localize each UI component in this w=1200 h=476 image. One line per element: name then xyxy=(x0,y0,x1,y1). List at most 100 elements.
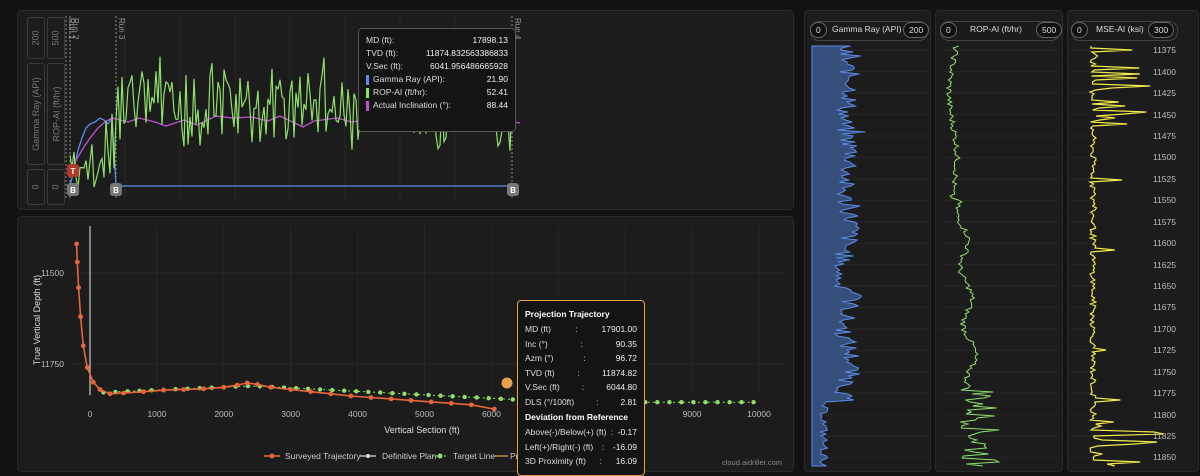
survey-point xyxy=(121,390,126,396)
rop-axis-max: 500 xyxy=(47,17,65,59)
survey-point xyxy=(97,387,103,392)
target-point xyxy=(305,386,311,391)
mse-track-min[interactable]: 0 xyxy=(1071,22,1088,38)
dev-lateral-value: -16.09 xyxy=(612,441,637,452)
md-value: 17898.13 xyxy=(472,35,508,45)
target-point xyxy=(751,400,756,405)
legend-plan[interactable]: Definitive Plan xyxy=(382,451,437,461)
depth-tick-label: 11850 xyxy=(1152,452,1176,463)
proj-azm-label: Azm (°) xyxy=(525,353,554,363)
depth-tick-label: 11775 xyxy=(1152,388,1176,399)
depth-tick-label: 11675 xyxy=(1152,302,1176,313)
mse-track-max[interactable]: 300 xyxy=(1148,22,1175,38)
survey-point xyxy=(84,365,90,370)
gamma-track-min[interactable]: 0 xyxy=(810,22,827,38)
depth-tick-label: 11500 xyxy=(1152,152,1176,163)
rop-swatch xyxy=(366,87,369,98)
depth-tick-label: 11475 xyxy=(1152,131,1176,141)
rop-axis-label: ROP-AI (ft/hr) xyxy=(47,63,65,165)
proj-dls-value: 2.81 xyxy=(620,396,637,407)
tvd-label: TVD (ft): xyxy=(366,48,399,58)
target-point xyxy=(378,390,383,395)
target-point xyxy=(667,400,672,405)
survey-point xyxy=(234,382,240,388)
x-tick-label: 5000 xyxy=(415,409,434,419)
gamma-track-label: Gamma Ray (API) xyxy=(832,24,902,34)
target-point xyxy=(486,396,491,401)
depth-tick-label: 11525 xyxy=(1152,173,1176,184)
legend: Surveyed Trajectory Definitive Plan Targ… xyxy=(264,451,519,461)
survey-point xyxy=(254,382,260,387)
target-point xyxy=(354,389,359,394)
section-panel xyxy=(17,216,794,472)
target-point xyxy=(414,392,419,397)
target-point xyxy=(691,400,696,405)
rop-track-max[interactable]: 500 xyxy=(1036,22,1063,38)
survey-point xyxy=(244,380,250,386)
depth-tick-label: 11450 xyxy=(1152,109,1176,120)
target-point xyxy=(739,400,744,405)
gamma-axis-label: Gamma Ray (API) xyxy=(27,63,45,165)
depth-tick-label: 11375 xyxy=(1152,45,1176,56)
rop-track-panel xyxy=(935,10,1063,472)
survey-point xyxy=(80,343,86,349)
depth-tick-label: 11550 xyxy=(1152,195,1176,206)
projection-point[interactable] xyxy=(501,377,513,389)
legend-projection[interactable]: Pr xyxy=(510,451,519,461)
target-point xyxy=(462,394,467,400)
incl-tip-label: Actual Inclination (°): xyxy=(373,100,452,110)
legend-surveyed-dot xyxy=(269,453,275,459)
x-tick-label: 2000 xyxy=(214,409,233,419)
proj-azm-value: 96.72 xyxy=(615,353,637,363)
depth-marker[interactable] xyxy=(67,183,79,196)
target-point xyxy=(679,400,684,405)
survey-point xyxy=(408,398,414,403)
incl-swatch xyxy=(366,100,369,111)
md-label: MD (ft): xyxy=(366,35,395,45)
depth-marker[interactable] xyxy=(507,183,519,196)
depth-marker-letter: B xyxy=(113,186,119,195)
depth-tick-label: 11625 xyxy=(1152,259,1176,270)
dev-vertical-value: -0.17 xyxy=(617,427,637,437)
projection-tooltip: Projection Trajectory MD (ft):17901.00 I… xyxy=(517,300,645,476)
run-label: Run 4 xyxy=(513,18,522,40)
section-y-label: True Vertical Depth (ft) xyxy=(32,275,42,365)
proj-dls-label: DLS (°/100ft) xyxy=(525,396,575,407)
target-point xyxy=(655,400,660,405)
target-point xyxy=(342,388,347,393)
legend-surveyed[interactable]: Surveyed Trajectory xyxy=(285,451,361,461)
dev-proximity-label: 3D Proximity (ft) xyxy=(525,456,586,466)
depth-marker[interactable] xyxy=(110,183,122,196)
depth-tick-label: 11700 xyxy=(1152,323,1176,334)
depth-tick-label: 11725 xyxy=(1152,345,1176,356)
gamma-tip-value: 21.90 xyxy=(486,74,508,84)
proj-inc-value: 90.35 xyxy=(615,338,637,349)
survey-point xyxy=(328,391,334,397)
depth-marker[interactable] xyxy=(67,164,79,177)
legend-plan-dot xyxy=(366,454,370,458)
x-tick-label: 1000 xyxy=(147,409,166,419)
run-label: Run 1 xyxy=(67,18,76,40)
section-x-label: Vertical Section (ft) xyxy=(384,425,460,435)
x-tick-label: 9000 xyxy=(683,409,702,419)
rop-tip-value: 52.41 xyxy=(486,87,508,97)
x-tick-label: 10000 xyxy=(747,409,771,419)
gamma-track-max[interactable]: 200 xyxy=(903,22,930,38)
survey-point xyxy=(141,389,146,395)
incl-tip-value: 88.44 xyxy=(486,100,508,110)
legend-target[interactable]: Target Line xyxy=(453,451,495,461)
gamma-axis-max: 200 xyxy=(27,17,45,59)
rop-track-min[interactable]: 0 xyxy=(940,22,957,38)
survey-point xyxy=(268,384,273,390)
dev-lateral-label: Left(+)/Right(-) (ft) xyxy=(525,441,594,452)
survey-point xyxy=(74,241,79,247)
gamma-tip-label: Gamma Ray (API): xyxy=(373,74,445,84)
target-point xyxy=(703,400,708,405)
watermark: cloud.aidriller.com xyxy=(722,458,782,467)
survey-point xyxy=(74,259,80,265)
survey-point xyxy=(90,379,96,385)
depth-marker-letter: T xyxy=(71,167,76,176)
deviation-title: Deviation from Reference xyxy=(525,412,628,422)
depth-tick-label: 11425 xyxy=(1152,88,1176,99)
